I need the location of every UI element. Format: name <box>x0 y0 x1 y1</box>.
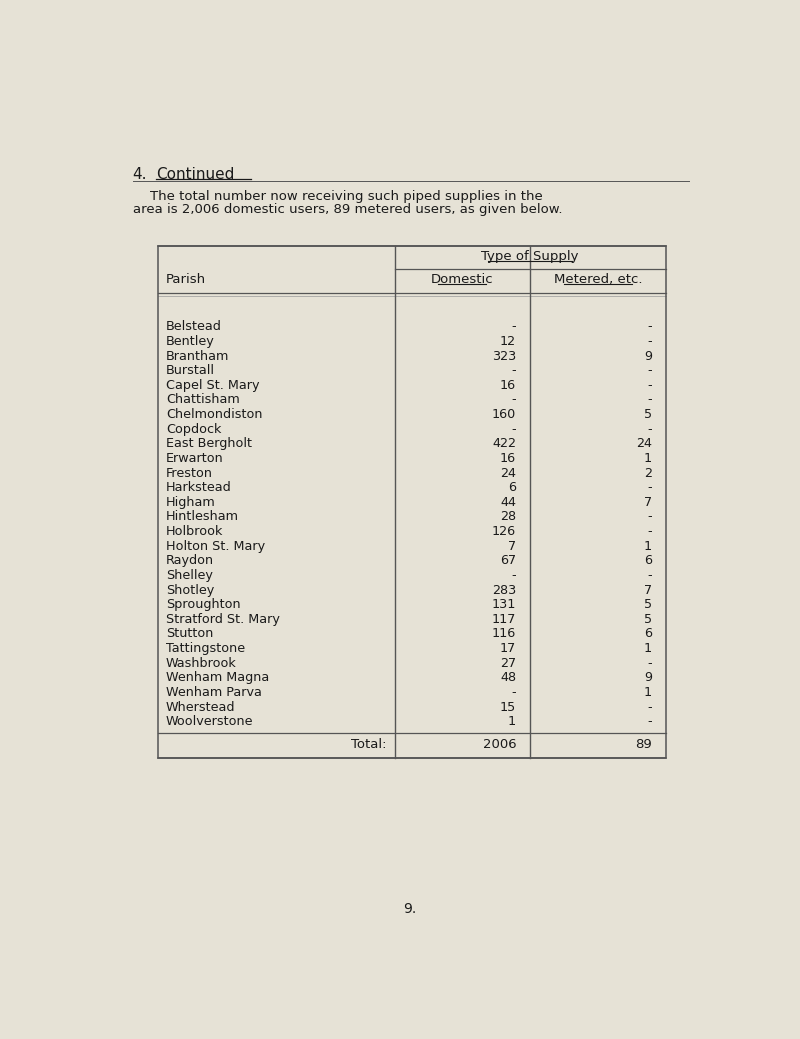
Bar <box>158 246 666 757</box>
Text: Raydon: Raydon <box>166 555 214 567</box>
Text: 1: 1 <box>644 539 652 553</box>
Text: -: - <box>511 320 516 334</box>
Text: -: - <box>647 569 652 582</box>
Text: Stratford St. Mary: Stratford St. Mary <box>166 613 280 625</box>
Text: 323: 323 <box>492 349 516 363</box>
Text: 2: 2 <box>644 467 652 480</box>
Text: Chattisham: Chattisham <box>166 394 240 406</box>
Text: Domestic: Domestic <box>431 273 494 287</box>
Text: Belstead: Belstead <box>166 320 222 334</box>
Text: Shelley: Shelley <box>166 569 213 582</box>
Text: 9: 9 <box>644 349 652 363</box>
Text: Continued: Continued <box>156 167 234 182</box>
Text: 116: 116 <box>492 628 516 640</box>
Text: 422: 422 <box>492 437 516 450</box>
Text: -: - <box>647 657 652 670</box>
Text: -: - <box>511 686 516 699</box>
Text: 7: 7 <box>644 584 652 596</box>
Text: 24: 24 <box>500 467 516 480</box>
Text: Wenham Magna: Wenham Magna <box>166 671 269 685</box>
Text: Holbrook: Holbrook <box>166 525 223 538</box>
Text: 1: 1 <box>644 452 652 464</box>
Text: -: - <box>647 481 652 495</box>
Text: -: - <box>647 335 652 348</box>
Text: -: - <box>647 379 652 392</box>
Text: Erwarton: Erwarton <box>166 452 224 464</box>
Text: -: - <box>511 394 516 406</box>
Text: Higham: Higham <box>166 496 216 509</box>
Text: Holton St. Mary: Holton St. Mary <box>166 539 265 553</box>
Text: -: - <box>647 525 652 538</box>
Text: -: - <box>511 364 516 377</box>
Text: 1: 1 <box>508 715 516 728</box>
Text: 48: 48 <box>500 671 516 685</box>
Text: 5: 5 <box>644 598 652 611</box>
Text: Wherstead: Wherstead <box>166 700 235 714</box>
Text: -: - <box>647 320 652 334</box>
Text: -: - <box>647 423 652 435</box>
Text: 7: 7 <box>508 539 516 553</box>
Text: -: - <box>511 569 516 582</box>
Text: 28: 28 <box>500 510 516 524</box>
Text: 7: 7 <box>644 496 652 509</box>
Text: 67: 67 <box>500 555 516 567</box>
Text: 6: 6 <box>508 481 516 495</box>
Text: Metered, etc.: Metered, etc. <box>554 273 642 287</box>
Text: 15: 15 <box>500 700 516 714</box>
Text: Bentley: Bentley <box>166 335 214 348</box>
Text: 5: 5 <box>644 408 652 421</box>
Text: Washbrook: Washbrook <box>166 657 237 670</box>
Text: 131: 131 <box>492 598 516 611</box>
Text: Capel St. Mary: Capel St. Mary <box>166 379 259 392</box>
Text: Woolverstone: Woolverstone <box>166 715 254 728</box>
Text: The total number now receiving such piped supplies in the: The total number now receiving such pipe… <box>133 190 542 204</box>
Text: 24: 24 <box>636 437 652 450</box>
Text: Type of Supply: Type of Supply <box>482 250 579 263</box>
Text: Wenham Parva: Wenham Parva <box>166 686 262 699</box>
Text: 6: 6 <box>644 555 652 567</box>
Text: 27: 27 <box>500 657 516 670</box>
Text: Burstall: Burstall <box>166 364 215 377</box>
Text: 2006: 2006 <box>482 739 516 751</box>
Text: Brantham: Brantham <box>166 349 230 363</box>
Text: 89: 89 <box>635 739 652 751</box>
Text: -: - <box>647 700 652 714</box>
Text: Sproughton: Sproughton <box>166 598 241 611</box>
Text: -: - <box>647 394 652 406</box>
Text: 283: 283 <box>492 584 516 596</box>
Text: -: - <box>647 364 652 377</box>
Text: Tattingstone: Tattingstone <box>166 642 245 656</box>
Text: Chelmondiston: Chelmondiston <box>166 408 262 421</box>
Text: -: - <box>647 510 652 524</box>
Text: 12: 12 <box>500 335 516 348</box>
Text: Shotley: Shotley <box>166 584 214 596</box>
Text: Stutton: Stutton <box>166 628 214 640</box>
Text: 16: 16 <box>500 452 516 464</box>
Text: 9.: 9. <box>403 903 417 916</box>
Text: Harkstead: Harkstead <box>166 481 232 495</box>
Text: Freston: Freston <box>166 467 213 480</box>
Text: Hintlesham: Hintlesham <box>166 510 239 524</box>
Text: Copdock: Copdock <box>166 423 222 435</box>
Text: 160: 160 <box>492 408 516 421</box>
Text: 5: 5 <box>644 613 652 625</box>
Text: 1: 1 <box>644 642 652 656</box>
Text: 9: 9 <box>644 671 652 685</box>
Text: 1: 1 <box>644 686 652 699</box>
Text: 44: 44 <box>500 496 516 509</box>
Text: 6: 6 <box>644 628 652 640</box>
Text: East Bergholt: East Bergholt <box>166 437 252 450</box>
Text: 117: 117 <box>492 613 516 625</box>
Text: -: - <box>647 715 652 728</box>
Text: 17: 17 <box>500 642 516 656</box>
Text: Parish: Parish <box>166 273 206 287</box>
Text: 126: 126 <box>492 525 516 538</box>
Text: area is 2,006 domestic users, 89 metered users, as given below.: area is 2,006 domestic users, 89 metered… <box>133 204 562 216</box>
Text: -: - <box>511 423 516 435</box>
Text: 16: 16 <box>500 379 516 392</box>
Text: 4.: 4. <box>133 167 147 182</box>
Text: Total:: Total: <box>351 739 386 751</box>
